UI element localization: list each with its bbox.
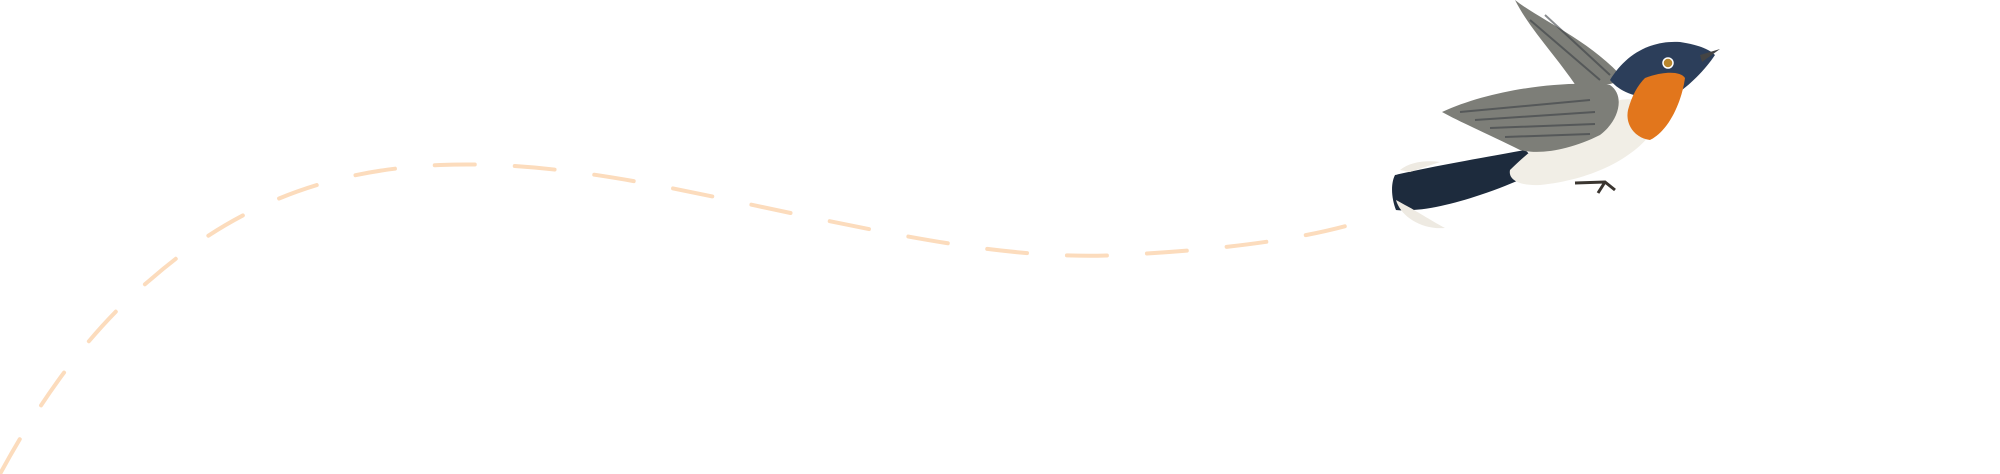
- bird-beak: [1700, 49, 1720, 62]
- bird-eye: [1662, 57, 1674, 69]
- bird-illustration: [1392, 0, 1720, 229]
- bird-upper-wing: [1515, 0, 1625, 92]
- bird-body: [1509, 99, 1659, 186]
- bird-legs: [1574, 180, 1616, 194]
- bird-head: [1610, 41, 1715, 98]
- bird-throat: [1627, 72, 1685, 140]
- bird-tail: [1392, 150, 1545, 211]
- bird-tail-tips: [1396, 161, 1445, 229]
- bird-wing-stripes: [1459, 14, 1611, 138]
- dashed-flight-path: [0, 162, 1362, 474]
